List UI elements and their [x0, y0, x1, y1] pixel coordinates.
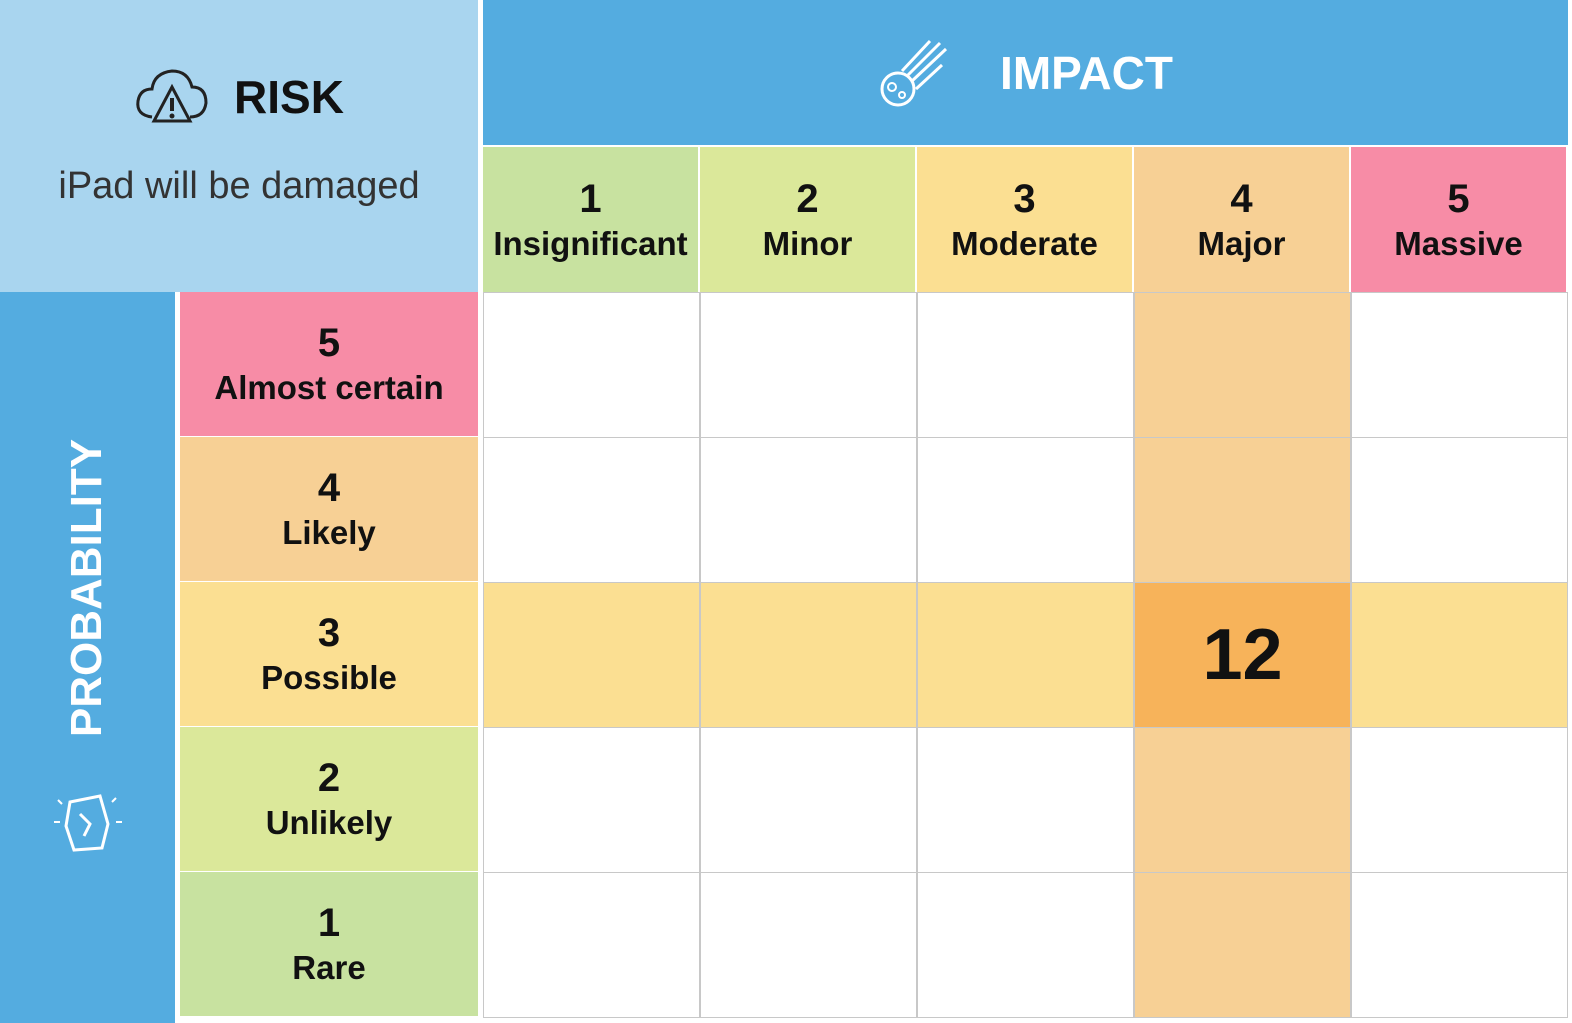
matrix-cell: [700, 437, 917, 583]
risk-description: iPad will be damaged: [58, 164, 420, 207]
probability-level: 5 Almost certain: [180, 292, 478, 436]
matrix-cell: [483, 727, 700, 873]
impact-label: Insignificant: [493, 224, 688, 262]
matrix-cell: [1351, 292, 1568, 438]
probability-number: 5: [317, 321, 341, 365]
risk-title: RISK: [234, 70, 344, 123]
cloud-warning-icon: [136, 68, 208, 122]
probability-label: Rare: [292, 949, 366, 986]
matrix-cell: [917, 292, 1134, 438]
impact-label: Minor: [762, 224, 853, 262]
matrix-cell: [1134, 872, 1351, 1018]
risk-score: 12: [1134, 582, 1351, 728]
risk-heading: RISK: [134, 65, 344, 129]
probability-label: Almost certain: [214, 369, 444, 406]
probability-number: 3: [317, 611, 341, 655]
meteor-icon: [880, 39, 948, 106]
impact-title: IMPACT: [1000, 46, 1173, 99]
impact-level: 5 Massive: [1351, 147, 1566, 292]
probability-level: 2 Unlikely: [180, 727, 478, 871]
probability-level: 1 Rare: [180, 872, 478, 1016]
matrix-cell: [483, 437, 700, 583]
impact-number: 1: [579, 176, 602, 221]
impact-level: 4 Major: [1134, 147, 1349, 292]
probability-number: 4: [317, 466, 341, 510]
matrix-cell: [1351, 582, 1568, 728]
probability-label: Likely: [282, 514, 376, 551]
risk-panel: RISK iPad will be damaged: [0, 0, 478, 292]
impact-level: 3 Moderate: [917, 147, 1132, 292]
matrix-cell: [1351, 437, 1568, 583]
matrix-cell: [917, 727, 1134, 873]
breakage-icon: [54, 794, 122, 852]
impact-number: 5: [1447, 176, 1470, 221]
probability-title: PROBABILITY: [62, 438, 112, 737]
impact-level: 2 Minor: [700, 147, 915, 292]
matrix-cell: [917, 872, 1134, 1018]
matrix-cell: [483, 292, 700, 438]
impact-level: 1 Insignificant: [483, 147, 698, 292]
impact-label: Massive: [1394, 224, 1523, 262]
matrix-cell: [1134, 727, 1351, 873]
matrix-cell: [483, 582, 700, 728]
matrix-cell: [700, 727, 917, 873]
matrix-cell: [700, 582, 917, 728]
impact-number: 3: [1013, 176, 1036, 221]
probability-level: 4 Likely: [180, 437, 478, 581]
probability-label: Possible: [261, 659, 397, 696]
matrix-cell: [917, 437, 1134, 583]
matrix-cell: [1134, 437, 1351, 583]
probability-label: Unlikely: [265, 804, 393, 841]
matrix-cell: [1134, 292, 1351, 438]
impact-label: Moderate: [951, 224, 1098, 262]
matrix-cell: [917, 582, 1134, 728]
impact-header: IMPACT: [483, 0, 1568, 145]
impact-number: 2: [796, 176, 819, 221]
probability-band: PROBABILITY: [0, 292, 175, 1023]
matrix-cell: [700, 872, 917, 1018]
matrix-cell: [700, 292, 917, 438]
matrix-cell: [1351, 872, 1568, 1018]
probability-number: 1: [317, 901, 341, 945]
matrix-cell: [483, 872, 700, 1018]
impact-label: Major: [1197, 224, 1286, 262]
matrix-cell: [1351, 727, 1568, 873]
probability-number: 2: [317, 756, 341, 800]
impact-number: 4: [1230, 176, 1253, 221]
probability-level: 3 Possible: [180, 582, 478, 726]
